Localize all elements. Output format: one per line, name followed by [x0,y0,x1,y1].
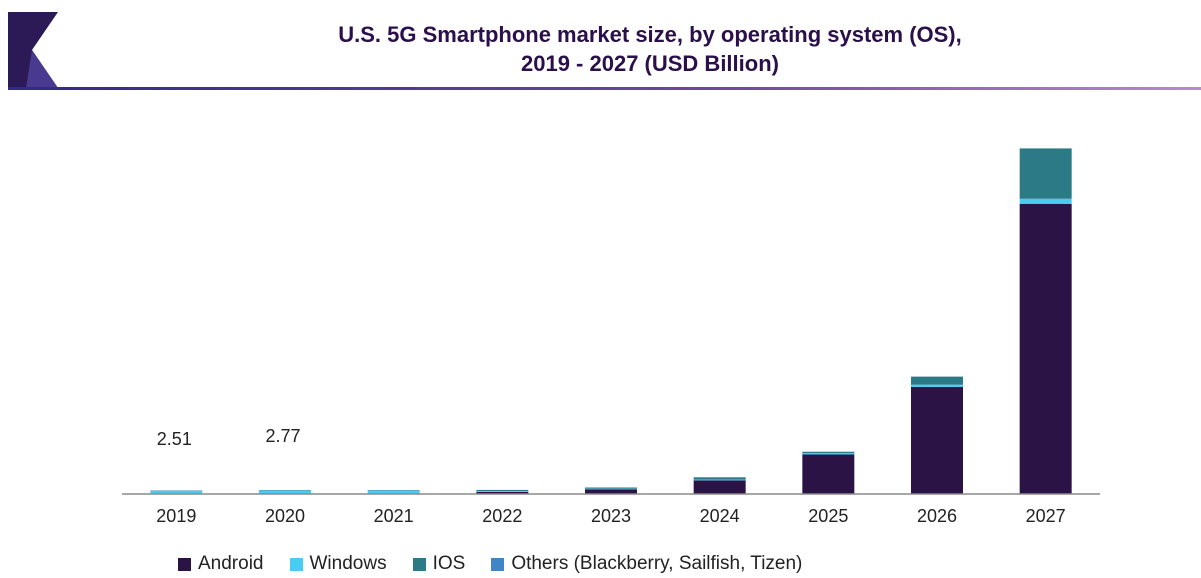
brand-logo-icon [8,12,58,88]
bar-segment-windows-2020 [259,490,311,494]
bar-segment-android-2026 [911,386,963,494]
bar-segment-windows-2022 [476,490,529,492]
bar-segment-android-2025 [802,454,855,494]
bar-segment-ios-2026 [911,376,963,385]
bar-segment-windows-2021 [367,490,420,494]
legend-swatch-android [178,557,191,571]
bar-segment-windows-2019 [150,490,203,494]
bar-segment-android-2027 [1019,203,1072,494]
x-tick-label-2023: 2023 [591,506,631,526]
x-tick-label-2026: 2026 [917,506,957,526]
data-label-2020: 2.77 [265,426,300,446]
x-tick-label-2019: 2019 [156,506,196,526]
bar-segment-ios-2022 [476,489,529,491]
legend-item-ios: IOS [412,553,466,575]
x-tick-label-2024: 2024 [700,506,740,526]
legend-swatch-windows [289,557,303,571]
bar-segment-ios-2025 [802,451,855,454]
chart-title: U.S. 5G Smartphone market size, by opera… [150,20,1150,78]
bar-segment-windows-2024 [693,479,746,481]
bar-segment-ios-2027 [1019,148,1072,199]
legend-item-android: Android [178,553,264,575]
x-tick-label-2022: 2022 [482,506,522,526]
x-tick-label-2021: 2021 [374,506,414,526]
bar-segment-android-2024 [693,480,746,494]
legend-label-windows: Windows [309,553,387,574]
bar-segment-windows-2026 [911,384,963,387]
chart-legend: Android Windows IOS Others (Blackberry, Sai… [178,552,828,576]
legend-swatch-ios [412,557,426,571]
legend-item-windows: Windows [289,553,387,575]
legend-label-others: Others (Blackberry, Sailfish, Tizen) [511,553,803,574]
bar-segment-windows-2027 [1019,198,1072,204]
x-tick-label-2025: 2025 [808,506,848,526]
chart-title-line1: U.S. 5G Smartphone market size, by opera… [338,22,962,47]
bar-segment-windows-2025 [802,453,855,455]
legend-item-others: Others (Blackberry, Sailfish, Tizen) [491,553,802,575]
legend-swatch-others [491,557,505,571]
bar-segment-android-2022 [476,491,529,494]
bar-segment-ios-2024 [693,477,746,480]
legend-label-android: Android [198,553,264,574]
x-tick-label-2027: 2027 [1026,506,1066,526]
legend-label-ios: IOS [432,553,466,574]
header-divider [8,87,1201,90]
chart-title-line2: 2019 - 2027 (USD Billion) [521,51,779,76]
bar-segment-ios-2023 [585,487,637,489]
bar-segment-windows-2023 [585,488,637,490]
x-tick-label-2020: 2020 [265,506,305,526]
data-label-2019: 2.51 [157,429,192,449]
chart-header: U.S. 5G Smartphone market size, by opera… [0,0,1201,92]
bar-segment-android-2023 [585,489,637,494]
stacked-bar-chart: 2019 2020 2021 2022 2023 2024 2025 2026 2027 2.51… [122,148,1100,526]
